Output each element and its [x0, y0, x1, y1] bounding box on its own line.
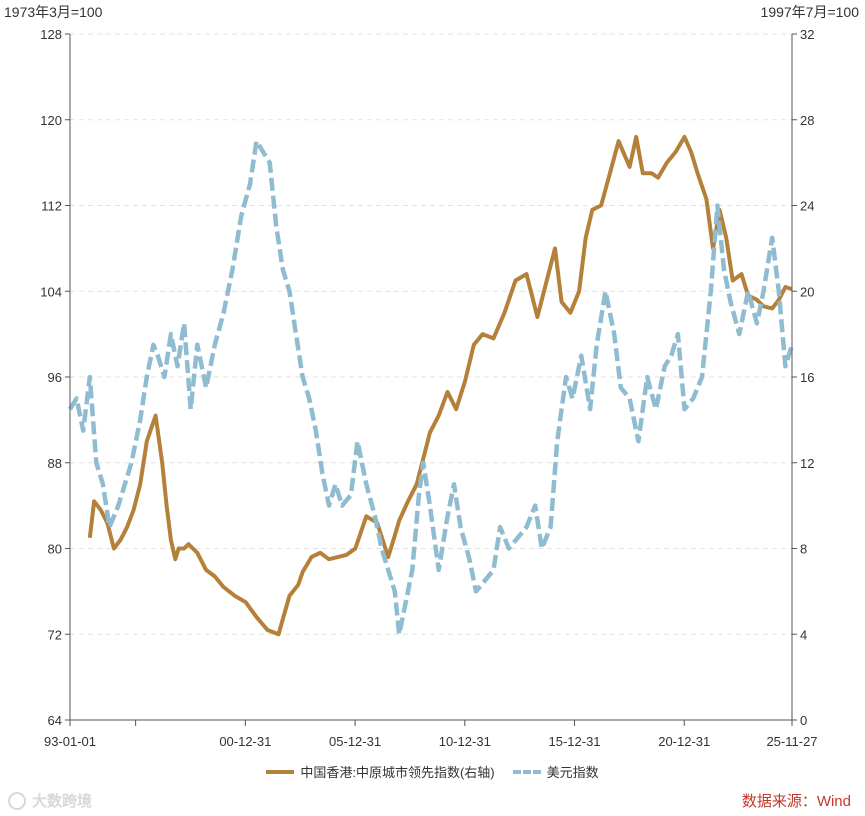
left-tick-label-2: 80 — [48, 542, 62, 557]
right-tick-label-7: 28 — [800, 113, 814, 128]
right-tick-label-1: 4 — [800, 627, 807, 642]
legend-label-hk: 中国香港:中原城市领先指数(右轴) — [300, 765, 495, 780]
x-tick-label-1: 00-12-31 — [219, 734, 271, 749]
watermark: 大数跨境 — [8, 790, 92, 811]
x-tick-label-0: 93-01-01 — [44, 734, 96, 749]
legend-label-usd: 美元指数 — [546, 765, 599, 780]
left-tick-label-3: 88 — [48, 456, 62, 471]
right-axis-unit-label: 1997年7月=100 — [760, 4, 859, 20]
x-tick-label-3: 10-12-31 — [439, 734, 491, 749]
left-tick-label-4: 96 — [48, 370, 62, 385]
right-tick-label-2: 8 — [800, 542, 807, 557]
source-note: 数据来源：Wind — [741, 793, 851, 810]
watermark-text: 大数跨境 — [32, 793, 93, 810]
x-tick-label-4: 15-12-31 — [548, 734, 600, 749]
right-tick-label-3: 12 — [800, 456, 814, 471]
grid-lines — [70, 33, 792, 635]
legend-item-hk[interactable]: 中国香港:中原城市领先指数(右轴) — [266, 762, 495, 781]
x-tick-label-6: 25-11-27 — [766, 734, 817, 749]
left-tick-label-6: 112 — [41, 199, 62, 214]
x-tick-label-2: 05-12-31 — [329, 734, 381, 749]
legend[interactable]: 中国香港:中原城市领先指数(右轴) 美元指数 — [0, 762, 865, 781]
right-tick-label-5: 20 — [800, 284, 814, 299]
x-tick-label-5: 20-12-31 — [658, 734, 710, 749]
legend-swatch-usd — [512, 769, 541, 774]
legend-item-usd[interactable]: 美元指数 — [512, 762, 599, 781]
left-tick-label-1: 72 — [48, 627, 62, 642]
series-layer — [68, 134, 795, 637]
left-tick-label-0: 64 — [48, 713, 62, 728]
left-tick-label-5: 104 — [40, 284, 62, 299]
left-axis-unit-label: 1973年3月=100 — [4, 4, 103, 20]
legend-swatch-hk — [266, 769, 295, 774]
right-tick-label-8: 32 — [800, 27, 814, 42]
right-tick-label-6: 24 — [800, 199, 814, 214]
axes: 64 72 80 88 96 104 112 120 128 0 4 8 12 16 20 24 28 32 93-… — [40, 27, 817, 749]
left-tick-label-7: 120 — [40, 113, 62, 128]
right-tick-label-0: 0 — [800, 713, 807, 728]
right-tick-label-4: 16 — [800, 370, 814, 385]
series-line-hk-cci — [87, 134, 793, 637]
series-line-usd-index — [68, 138, 795, 637]
watermark-logo-icon — [8, 791, 26, 810]
left-tick-label-8: 128 — [40, 27, 62, 42]
